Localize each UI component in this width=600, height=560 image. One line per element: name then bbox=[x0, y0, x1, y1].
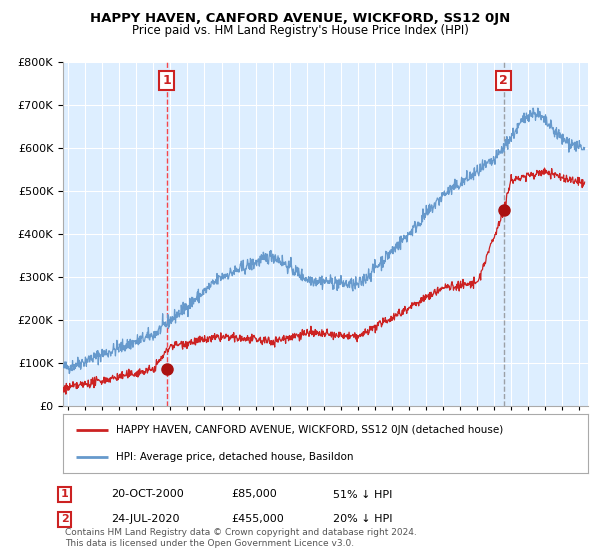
Text: HPI: Average price, detached house, Basildon: HPI: Average price, detached house, Basi… bbox=[115, 452, 353, 463]
Text: HAPPY HAVEN, CANFORD AVENUE, WICKFORD, SS12 0JN (detached house): HAPPY HAVEN, CANFORD AVENUE, WICKFORD, S… bbox=[115, 425, 503, 435]
Text: 51% ↓ HPI: 51% ↓ HPI bbox=[333, 489, 392, 500]
Text: 24-JUL-2020: 24-JUL-2020 bbox=[111, 514, 179, 524]
Text: Price paid vs. HM Land Registry's House Price Index (HPI): Price paid vs. HM Land Registry's House … bbox=[131, 24, 469, 37]
Text: 2: 2 bbox=[61, 514, 68, 524]
Text: £85,000: £85,000 bbox=[231, 489, 277, 500]
Text: Contains HM Land Registry data © Crown copyright and database right 2024.
This d: Contains HM Land Registry data © Crown c… bbox=[65, 528, 416, 548]
Text: HAPPY HAVEN, CANFORD AVENUE, WICKFORD, SS12 0JN: HAPPY HAVEN, CANFORD AVENUE, WICKFORD, S… bbox=[90, 12, 510, 25]
Text: 1: 1 bbox=[61, 489, 68, 500]
Text: 20% ↓ HPI: 20% ↓ HPI bbox=[333, 514, 392, 524]
Text: 2: 2 bbox=[499, 74, 508, 87]
Text: 1: 1 bbox=[163, 74, 172, 87]
Text: 20-OCT-2000: 20-OCT-2000 bbox=[111, 489, 184, 500]
Text: £455,000: £455,000 bbox=[231, 514, 284, 524]
